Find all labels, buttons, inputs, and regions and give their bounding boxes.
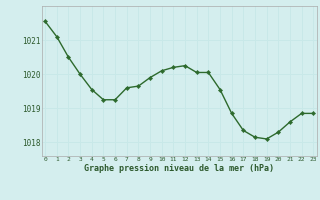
X-axis label: Graphe pression niveau de la mer (hPa): Graphe pression niveau de la mer (hPa) (84, 164, 274, 173)
